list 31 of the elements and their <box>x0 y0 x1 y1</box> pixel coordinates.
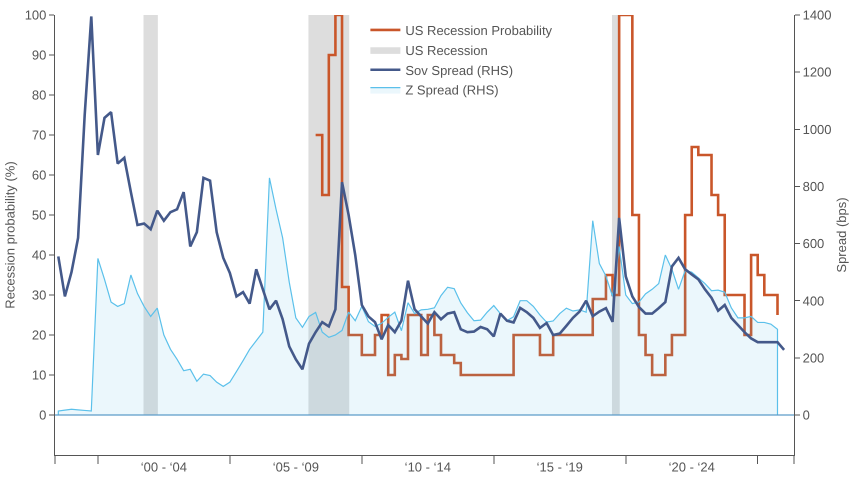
legend-label: Sov Spread (RHS) <box>405 62 514 78</box>
y2-tick-label: 1400 <box>802 8 832 23</box>
y-tick-label: 50 <box>32 208 46 223</box>
x-tick-label: ‘20 - ‘24 <box>668 460 715 475</box>
y-tick-label: 80 <box>32 88 46 103</box>
legend-label: Z Spread (RHS) <box>405 82 499 98</box>
x-tick-label: ‘15 - ‘19 <box>536 460 583 475</box>
y-tick-label: 60 <box>32 168 46 183</box>
y2-tick-label: 800 <box>802 178 824 194</box>
y-tick-label: 20 <box>32 328 46 343</box>
y-axis-title: Recession probability (%) <box>2 161 18 309</box>
y-tick-label: 0 <box>39 408 46 423</box>
y2-tick-label: 400 <box>802 293 824 308</box>
legend-label: US Recession Probability <box>405 23 553 38</box>
y-tick-label: 100 <box>24 8 46 23</box>
x-tick-label: ‘05 - ‘09 <box>272 460 319 475</box>
line-series <box>57 15 786 371</box>
y2-tick-label: 0 <box>802 408 810 423</box>
y-tick-label: 90 <box>32 48 46 63</box>
y-tick-label: 40 <box>32 248 46 263</box>
y-tick-label: 10 <box>32 368 46 383</box>
y-tick-label: 30 <box>32 288 46 303</box>
x-tick-label: ‘10 - ‘14 <box>404 460 451 475</box>
y2-axis-title: Spread (bps) <box>834 197 850 273</box>
y2-tick-label: 1200 <box>802 64 832 80</box>
y2-tick-label: 600 <box>802 236 824 252</box>
y-tick-label: 70 <box>32 128 46 143</box>
y2-tick-label: 200 <box>802 350 824 366</box>
legend-label: US Recession <box>405 42 488 58</box>
y2-tick-label: 1000 <box>802 122 832 137</box>
x-tick-label: ‘00 - ‘04 <box>140 460 187 475</box>
